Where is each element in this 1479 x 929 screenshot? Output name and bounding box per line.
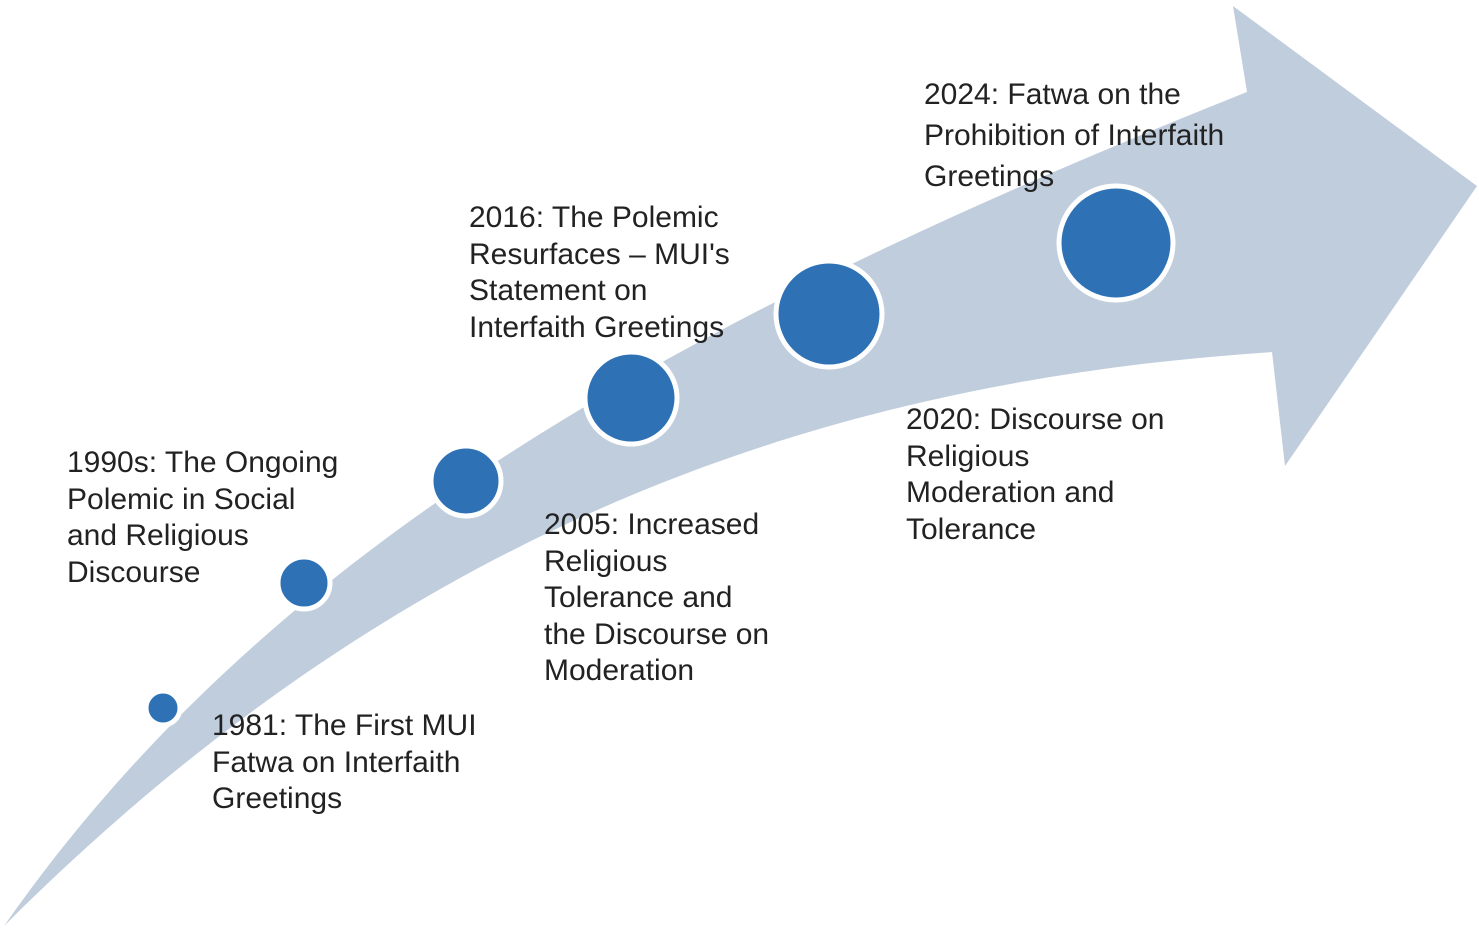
milestone-label-2005: 2005: Increased Religious Tolerance and … xyxy=(544,508,770,687)
milestone-markers xyxy=(143,183,1176,728)
milestone-marker-2020 xyxy=(773,258,885,370)
milestone-marker-2005 xyxy=(428,443,504,519)
milestone-marker-2016 xyxy=(582,349,680,447)
milestone-label-2020: 2020: Discourse on Religious Moderation … xyxy=(906,403,1165,546)
milestone-marker-2024 xyxy=(1056,183,1176,303)
milestone-marker-1981 xyxy=(143,688,183,728)
milestone-marker-1990s xyxy=(275,554,333,612)
milestone-label-2016: 2016: The Polemic Resurfaces – MUI's Sta… xyxy=(469,201,730,344)
milestone-label-2024: 2024: Fatwa on the Prohibition of Interf… xyxy=(924,78,1225,193)
milestone-label-1981: 1981: The First MUI Fatwa on Interfaith … xyxy=(212,709,477,815)
milestone-label-1990s: 1990s: The Ongoing Polemic in Social and… xyxy=(67,446,339,589)
